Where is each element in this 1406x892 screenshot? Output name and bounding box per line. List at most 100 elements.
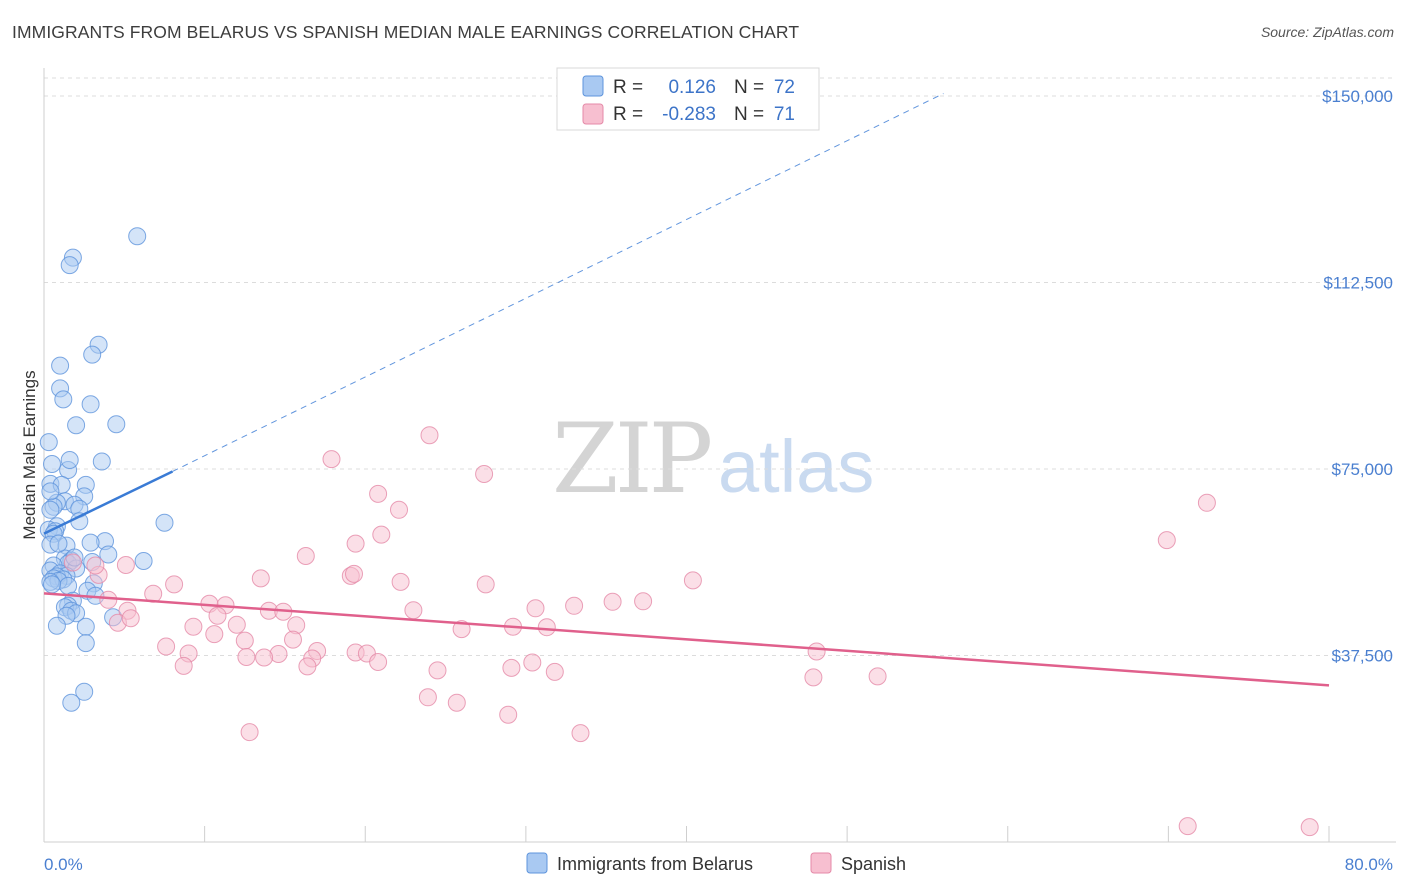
x-tick-marks <box>204 826 1330 842</box>
legend-swatch-spanish <box>582 103 604 125</box>
spanish-point-0 <box>420 426 439 445</box>
x-tick-label-min: 0.0% <box>44 855 83 874</box>
belarus-point-63 <box>47 616 66 635</box>
y-tick-label-0: $37,500 <box>1332 647 1393 666</box>
belarus-point-25 <box>41 500 60 519</box>
spanish-point-1 <box>322 450 341 469</box>
source-label: Source: ZipAtlas.com <box>1260 24 1394 40</box>
spanish-point-21 <box>634 592 653 611</box>
belarus-point-38 <box>134 552 153 570</box>
bottom-legend-label-spanish: Spanish <box>841 854 906 874</box>
spanish-point-25 <box>526 599 545 618</box>
legend-r-value-belarus: 0.126 <box>668 77 716 98</box>
belarus-point-35 <box>99 545 118 564</box>
belarus-point-66 <box>75 682 94 701</box>
spanish-point-5 <box>1197 493 1216 512</box>
spanish-point-61 <box>1178 817 1197 836</box>
bottom-legend-swatch-belarus <box>526 852 548 874</box>
belarus-point-4 <box>83 345 102 364</box>
spanish-point-49 <box>502 658 521 677</box>
belarus-point-0 <box>128 227 147 246</box>
spanish-point-51 <box>174 656 193 675</box>
spanish-point-57 <box>447 693 466 712</box>
spanish-point-20 <box>603 592 622 611</box>
legend-n-label-belarus: N = <box>734 77 764 98</box>
belarus-point-67 <box>62 693 81 712</box>
spanish-point-70 <box>121 609 140 628</box>
legend-n-value-spanish: 71 <box>774 104 795 125</box>
legend-box: R = 0.126 N = 72 R = -0.283 N = 71 <box>556 67 820 131</box>
spanish-point-41 <box>807 642 826 661</box>
spanish-point-45 <box>255 648 274 667</box>
y-tick-label-1: $75,000 <box>1332 460 1393 479</box>
x-tick-label-max: 80.0% <box>1345 855 1393 874</box>
chart-title: IMMIGRANTS FROM BELARUS VS SPANISH MEDIA… <box>12 22 800 42</box>
belarus-point-52 <box>59 576 78 595</box>
legend-n-label-spanish: N = <box>734 104 764 125</box>
spanish-point-14 <box>683 571 702 590</box>
spanish-point-15 <box>476 575 495 594</box>
spanish-point-56 <box>418 688 437 707</box>
spanish-point-52 <box>428 661 447 680</box>
spanish-point-8 <box>1157 531 1176 550</box>
spanish-point-60 <box>571 724 590 743</box>
spanish-point-9 <box>296 547 315 565</box>
spanish-point-44 <box>237 648 256 666</box>
belarus-point-14 <box>60 451 79 469</box>
spanish-point-47 <box>369 653 388 671</box>
belarus-point-13 <box>92 452 111 471</box>
spanish-point-35 <box>284 630 302 649</box>
trend-line-spanish <box>43 592 1330 687</box>
legend-r-label-belarus: R = <box>613 77 643 98</box>
spanish-point-48 <box>523 653 542 672</box>
belarus-point-11 <box>39 433 58 452</box>
spanish-point-62 <box>1300 818 1319 837</box>
spanish-point-6 <box>372 525 391 544</box>
spanish-point-68 <box>99 590 118 609</box>
spanish-point-37 <box>157 637 176 656</box>
spanish-point-65 <box>86 556 105 575</box>
spanish-point-36 <box>235 631 254 650</box>
belarus-point-26 <box>155 513 174 532</box>
spanish-point-13 <box>391 572 410 591</box>
bottom-legend-label-belarus: Immigrants from Belarus <box>557 854 753 874</box>
belarus-point-8 <box>81 395 100 414</box>
trend-line-belarus <box>43 470 174 535</box>
spanish-point-63 <box>116 556 135 574</box>
legend-r-label-spanish: R = <box>613 104 643 125</box>
belarus-point-10 <box>67 416 86 435</box>
y-tick-label-3: $150,000 <box>1322 87 1393 106</box>
axes <box>43 68 1396 843</box>
spanish-point-67 <box>63 553 82 572</box>
spanish-point-58 <box>499 705 518 724</box>
legend-swatch-belarus <box>582 75 604 97</box>
spanish-point-19 <box>404 601 423 620</box>
trend-line-belarus-extension <box>172 93 944 472</box>
spanish-point-2 <box>475 465 494 483</box>
spanish-point-7 <box>346 534 365 553</box>
spanish-point-59 <box>240 723 259 742</box>
spanish-point-26 <box>208 606 227 625</box>
belarus-point-70 <box>81 533 100 552</box>
spanish-point-4 <box>390 500 408 519</box>
spanish-point-50 <box>298 657 317 676</box>
spanish-point-33 <box>537 618 556 637</box>
spanish-point-12 <box>251 569 270 588</box>
spanish-point-29 <box>184 617 203 636</box>
y-tick-label-2: $112,500 <box>1323 274 1393 293</box>
belarus-point-53 <box>43 575 61 594</box>
bottom-legend-swatch-spanish <box>810 852 832 874</box>
y-axis-label: Median Male Earnings <box>20 370 39 539</box>
belarus-point-9 <box>107 415 126 434</box>
spanish-point-16 <box>165 575 184 594</box>
legend-r-value-spanish: -0.283 <box>662 104 716 125</box>
spanish-point-53 <box>545 662 564 681</box>
spanish-point-55 <box>868 667 887 686</box>
spanish-point-18 <box>565 596 584 615</box>
series-spanish-points <box>63 426 1319 837</box>
y-tick-labels: $37,500 $75,000 $112,500 $150,000 <box>1322 87 1393 666</box>
belarus-point-69 <box>41 482 60 501</box>
belarus-point-15 <box>43 455 61 473</box>
grid-lines <box>44 77 1396 656</box>
